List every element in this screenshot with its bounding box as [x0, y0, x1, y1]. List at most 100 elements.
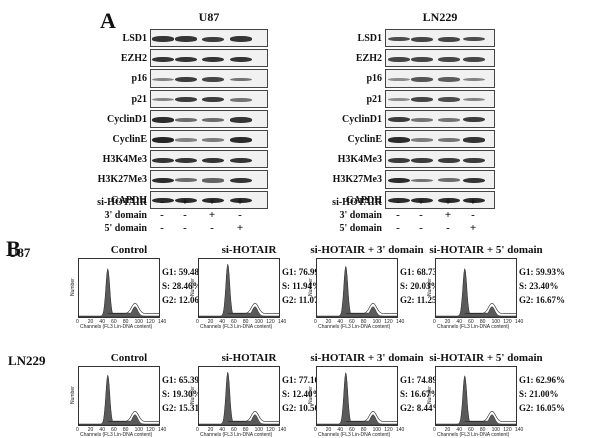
- y-axis-label: Number: [70, 278, 76, 296]
- blot-label-cyclind1: CyclinD1: [107, 113, 147, 125]
- x-tick-label: 100: [491, 426, 500, 433]
- stat-g2: G2: 16.67%: [519, 295, 565, 305]
- stat-g1: G1: 59.48%: [162, 267, 208, 277]
- band: [438, 56, 460, 62]
- g1-peak-fill: [435, 374, 517, 426]
- x-tick-label: 40: [99, 318, 105, 325]
- x-tick-label: 80: [242, 426, 249, 433]
- band: [152, 137, 174, 143]
- condition-mark: -: [419, 209, 423, 221]
- condition-label: 5' domain: [104, 223, 147, 234]
- g1-peak-fill: [316, 265, 398, 318]
- condition-mark: -: [396, 222, 400, 234]
- band: [388, 177, 410, 184]
- condition-mark: +: [417, 196, 425, 208]
- band: [388, 157, 410, 163]
- x-tick-label: 60: [231, 426, 237, 433]
- blot-label-cyclind1: CyclinD1: [342, 113, 382, 125]
- blot-strip-ln229-h3k4me3: [385, 150, 495, 169]
- blot-label-gapdh: GAPDH: [110, 194, 147, 206]
- y-axis-label: Number: [190, 386, 196, 404]
- x-tick-label: 0: [76, 426, 79, 433]
- band: [463, 36, 485, 42]
- blot-label-h3k4me3: H3K4Me3: [102, 154, 147, 166]
- x-tick-label: 20: [207, 426, 214, 433]
- blot-strip-u87-cyclind1: [150, 109, 268, 128]
- band: [202, 56, 224, 62]
- blot-strip-ln229-lsd1: [385, 29, 495, 48]
- band: [230, 97, 252, 102]
- blot-label-cycline: CyclinE: [347, 134, 382, 145]
- band: [230, 36, 252, 42]
- x-tick-label: 100: [372, 426, 381, 433]
- g1-peak-fill: [435, 267, 517, 318]
- band: [152, 117, 174, 123]
- x-tick-label: 0: [196, 318, 199, 325]
- x-tick-label: 120: [384, 318, 393, 325]
- band: [438, 197, 460, 204]
- stat-g2: G2: 12.06%: [162, 295, 208, 305]
- y-axis-label: Number: [308, 386, 314, 404]
- blot-strip-u87-gapdh: [150, 190, 268, 209]
- band: [152, 197, 174, 204]
- x-axis-label: Channels (FL3 Lin-DNA content): [437, 432, 510, 438]
- stat-g2: G2: 11.25%: [400, 295, 446, 305]
- dna-histogram: [198, 264, 280, 318]
- x-tick-label: 100: [491, 318, 500, 325]
- g1-peak-fill: [198, 371, 280, 426]
- stat-g2: G2: 11.07%: [282, 295, 328, 305]
- band: [411, 97, 433, 103]
- band: [202, 117, 224, 122]
- x-tick-label: 20: [87, 318, 94, 325]
- condition-mark: -: [419, 222, 423, 234]
- blot-label-h3k27me3: H3K27Me3: [97, 174, 147, 186]
- stat-g2: G2: 16.05%: [519, 403, 565, 413]
- blot-strip-u87-h3k27me3: [150, 170, 268, 189]
- x-tick-label: 20: [325, 318, 332, 325]
- band: [438, 117, 460, 122]
- band: [388, 77, 410, 82]
- band: [438, 138, 460, 142]
- flow-panel-title: Control: [110, 352, 148, 364]
- flow-histogram-box: [435, 366, 517, 426]
- band: [438, 157, 460, 163]
- y-axis-label: Number: [427, 278, 433, 296]
- band: [202, 36, 224, 42]
- x-tick-label: 20: [207, 318, 214, 325]
- condition-mark: -: [471, 209, 475, 221]
- flow-panel-title: si-HOTAIR: [221, 352, 277, 364]
- band: [175, 56, 197, 62]
- band: [388, 197, 410, 204]
- condition-label: 3' domain: [104, 210, 147, 221]
- x-tick-label: 120: [146, 426, 155, 433]
- blot-strip-ln229-gapdh: [385, 190, 495, 209]
- x-tick-label: 80: [479, 426, 486, 433]
- band: [388, 36, 410, 42]
- band: [388, 56, 410, 62]
- x-tick-label: 80: [122, 426, 129, 433]
- condition-mark: +: [208, 209, 216, 221]
- band: [175, 97, 197, 103]
- x-tick-label: 140: [396, 426, 405, 433]
- blot-strip-u87-p21: [150, 89, 268, 108]
- band: [463, 197, 485, 204]
- x-tick-label: 140: [158, 426, 167, 433]
- stat-s: S: 19.30%: [162, 389, 202, 399]
- band: [152, 77, 174, 82]
- x-tick-label: 60: [349, 318, 355, 325]
- x-tick-label: 120: [266, 318, 275, 325]
- x-axis-label: Channels (FL3 Lin-DNA content): [318, 432, 391, 438]
- blot-strip-u87-p16: [150, 69, 268, 88]
- stat-g1: G1: 65.39%: [162, 375, 208, 385]
- x-tick-label: 40: [456, 318, 462, 325]
- s-g2-curve: [107, 302, 159, 315]
- band: [230, 177, 252, 184]
- dna-histogram: [198, 371, 280, 426]
- condition-label: si-HOTAIR: [332, 197, 382, 208]
- band: [463, 157, 485, 163]
- x-tick-label: 20: [325, 426, 332, 433]
- dna-histogram: [78, 267, 160, 318]
- blot-label-gapdh: GAPDH: [345, 194, 382, 206]
- g1-peak-fill: [316, 371, 398, 426]
- stat-g1: G1: 59.93%: [519, 267, 565, 277]
